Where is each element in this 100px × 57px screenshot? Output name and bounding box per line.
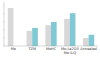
x-tick-label: Annealed xyxy=(80,47,96,51)
x-tick-label-line: Annealed xyxy=(80,47,96,51)
bars xyxy=(8,8,94,46)
y-tick xyxy=(3,46,4,47)
x-tick-label: MoHC xyxy=(46,47,57,51)
x-tick-label: TZM xyxy=(27,47,36,51)
bar xyxy=(27,31,33,46)
y-tick xyxy=(3,14,4,15)
y-tick xyxy=(3,6,4,7)
x-tick-label-line: MoHC xyxy=(46,47,57,51)
x-tick-label-line: Mo xyxy=(11,47,16,51)
bar xyxy=(8,8,14,46)
x-tick-label: Mo xyxy=(11,47,16,51)
x-tick-label: Mo-La2O3Mo-ILQ xyxy=(61,47,79,55)
bar xyxy=(70,13,76,46)
bar xyxy=(64,19,70,46)
bar xyxy=(45,25,51,46)
chart: Mo TZM MoHC Mo-La2O3Mo-ILQAnnealed xyxy=(0,0,100,57)
x-tick-label-line: Mo-ILQ xyxy=(64,51,76,55)
x-tick-label-line: TZM xyxy=(27,47,36,51)
bar xyxy=(83,38,89,46)
y-tick xyxy=(3,38,4,39)
bar xyxy=(51,22,57,46)
y-tick xyxy=(3,30,4,31)
bar xyxy=(89,35,95,46)
y-tick xyxy=(3,22,4,23)
y-axis xyxy=(4,2,5,46)
bar xyxy=(32,28,38,46)
